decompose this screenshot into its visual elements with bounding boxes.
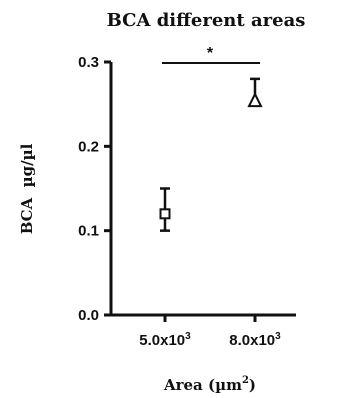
significance-star: * — [207, 45, 214, 62]
x-axis-title-suffix: ) — [249, 376, 256, 394]
x-tick-label: 8.0x103 — [229, 331, 281, 349]
y-tick-label: 0.0 — [78, 307, 99, 324]
x-tick-label: 5.0x103 — [139, 331, 191, 349]
y-tick-label: 0.1 — [78, 223, 99, 240]
x-axis-title-main: Area (µm — [163, 376, 242, 394]
y-axis-ticks: 0.0 0.1 0.2 0.3 — [78, 54, 111, 324]
x-axis-title: Area (µm2) — [163, 375, 256, 394]
annotations: * — [162, 45, 260, 64]
data-marks — [159, 77, 263, 232]
x-axis-title-superscript: 2 — [242, 375, 249, 386]
data-point-triangle — [247, 91, 263, 108]
y-tick-label: 0.2 — [78, 138, 99, 155]
y-tick-label: 0.3 — [78, 54, 99, 71]
chart-title: BCA different areas — [107, 10, 306, 31]
data-point-square — [159, 208, 171, 220]
y-axis-title: BCA µg/µl — [18, 143, 36, 234]
x-axis-ticks: 5.0x103 8.0x103 — [139, 315, 281, 349]
